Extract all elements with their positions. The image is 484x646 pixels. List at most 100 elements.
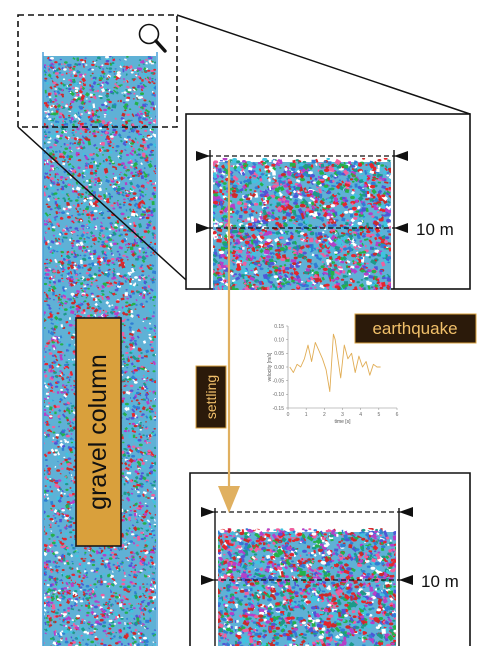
gravel-particle xyxy=(105,265,109,268)
gravel-particle xyxy=(148,534,153,538)
gravel-particle xyxy=(152,370,156,373)
gravel-particle xyxy=(74,86,79,90)
gravel-particle xyxy=(136,458,138,461)
gravel-particle xyxy=(149,150,153,154)
gravel-particle xyxy=(145,505,149,507)
gravel-particle xyxy=(102,630,105,632)
gravel-particle xyxy=(89,252,93,256)
gravel-particle xyxy=(148,309,153,312)
gravel-particle xyxy=(153,595,156,599)
gravel-particle xyxy=(143,482,147,487)
gravel-particle xyxy=(135,521,139,524)
gravel-particle xyxy=(44,235,46,241)
gravel-particle xyxy=(150,346,154,349)
gravel-particle xyxy=(77,97,81,100)
gravel-particle xyxy=(108,246,112,249)
gravel-particle xyxy=(139,110,143,113)
gravel-particle xyxy=(82,589,87,592)
gravel-particle xyxy=(153,66,156,70)
gravel-particle xyxy=(110,257,115,261)
gravel-particle xyxy=(102,217,105,220)
gravel-particle xyxy=(118,245,124,250)
gravel-particle xyxy=(112,207,116,210)
gravel-particle xyxy=(132,292,135,295)
gravel-particle xyxy=(45,300,48,302)
gravel-particle xyxy=(113,623,117,625)
gravel-particle xyxy=(86,227,89,229)
gravel-particle xyxy=(113,133,117,136)
gravel-particle xyxy=(127,590,131,593)
gravel-particle xyxy=(60,145,62,148)
gravel-particle xyxy=(47,227,51,230)
gravel-particle xyxy=(53,275,56,278)
gravel-particle xyxy=(149,559,154,562)
gravel-particle xyxy=(129,246,134,250)
gravel-particle xyxy=(58,303,62,307)
gravel-particle xyxy=(147,213,151,217)
gravel-particle xyxy=(44,485,47,487)
gravel-particle xyxy=(85,602,88,605)
gravel-particle xyxy=(60,73,64,76)
gravel-particle xyxy=(57,279,61,283)
gravel-particle xyxy=(44,175,47,180)
gravel-particle xyxy=(60,81,63,85)
gravel-particle xyxy=(57,585,61,589)
gravel-particle xyxy=(91,68,95,71)
gravel-particle xyxy=(47,141,51,144)
gravel-particle xyxy=(49,406,53,411)
gravel-particle xyxy=(77,213,82,216)
gravel-particle xyxy=(58,246,61,249)
gravel-particle xyxy=(82,309,86,312)
gravel-particle xyxy=(131,263,134,267)
gravel-particle xyxy=(100,563,104,566)
gravel-particle xyxy=(87,249,91,252)
gravel-particle xyxy=(54,219,57,221)
gravel-particle xyxy=(136,416,139,419)
gravel-particle xyxy=(76,253,80,257)
gravel-particle xyxy=(129,275,132,277)
gravel-particle xyxy=(71,573,75,576)
gravel-particle xyxy=(123,141,127,144)
gravel-particle xyxy=(69,83,72,86)
gravel-particle xyxy=(124,149,127,151)
gravel-particle xyxy=(44,240,47,242)
gravel-particle xyxy=(153,305,156,307)
gravel-particle xyxy=(51,182,55,185)
gravel-particle xyxy=(88,229,90,231)
gravel-particle xyxy=(84,73,87,76)
gravel-particle xyxy=(154,182,156,185)
gravel-particle xyxy=(51,376,54,379)
gravel-particle xyxy=(66,160,70,163)
gravel-particle xyxy=(84,154,87,157)
gravel-particle xyxy=(136,335,140,339)
gravel-particle xyxy=(64,354,66,357)
gravel-particle xyxy=(59,354,63,357)
gravel-particle xyxy=(107,75,111,79)
gravel-particle xyxy=(121,601,123,604)
gravel-particle xyxy=(136,424,139,426)
gravel-particle xyxy=(111,304,114,306)
gravel-particle xyxy=(87,256,92,260)
gravel-particle xyxy=(81,249,84,252)
gravel-particle xyxy=(56,536,59,538)
gravel-particle xyxy=(66,418,70,422)
gravel-particle xyxy=(121,329,124,332)
gravel-particle xyxy=(48,289,51,292)
gravel-particle xyxy=(138,465,140,467)
gravel-particle xyxy=(98,233,101,237)
gravel-particle xyxy=(133,607,136,610)
gravel-particle xyxy=(106,614,109,616)
gravel-particle xyxy=(70,554,74,558)
gravel-particle xyxy=(150,135,153,138)
gravel-particle xyxy=(134,308,137,310)
gravel-particle xyxy=(58,421,62,424)
gravel-particle xyxy=(56,365,60,368)
gravel-particle xyxy=(115,300,120,303)
gravel-particle xyxy=(92,560,96,563)
gravel-particle xyxy=(45,392,49,395)
gravel-particle xyxy=(128,138,132,141)
gravel-particle xyxy=(48,118,52,121)
gravel-particle xyxy=(153,134,156,139)
gravel-particle xyxy=(138,595,142,599)
gravel-particle xyxy=(61,589,64,592)
